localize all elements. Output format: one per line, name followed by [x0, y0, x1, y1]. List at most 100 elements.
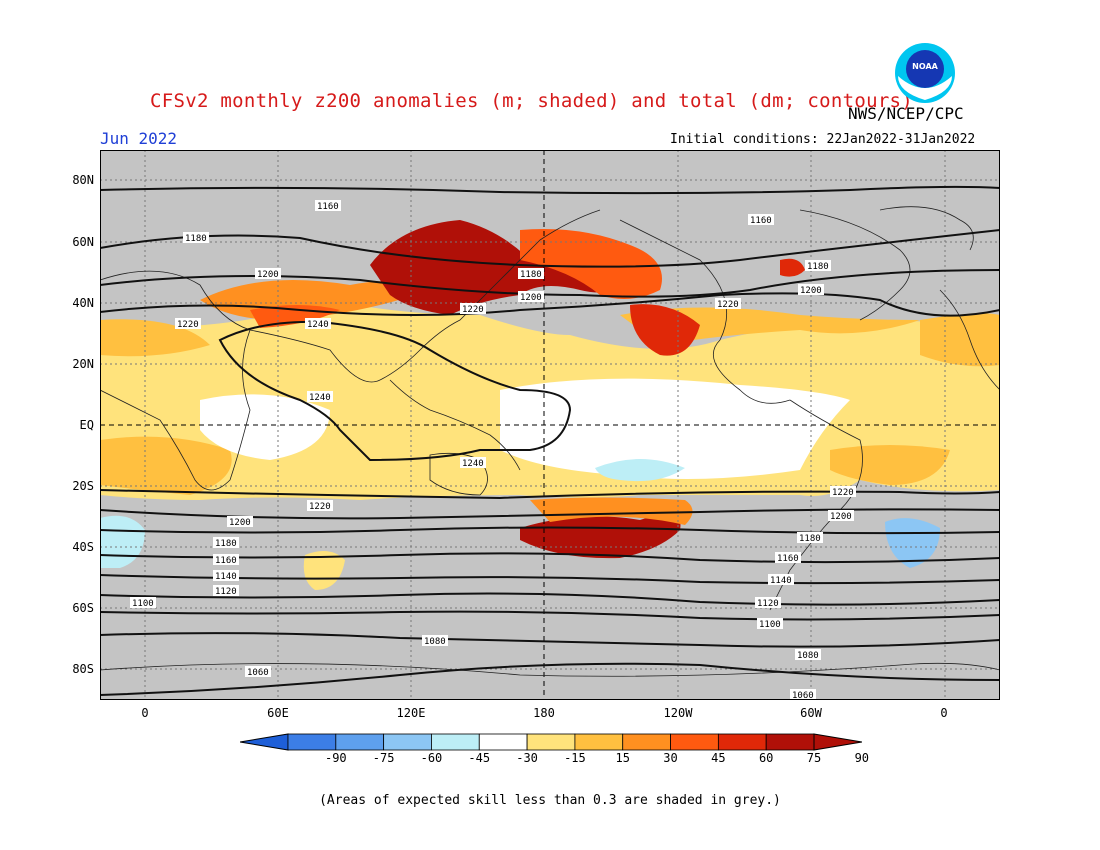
- lat-label-80n: 80N: [72, 173, 94, 187]
- colorbar-box: [717, 733, 767, 751]
- contour-label-south: 1220 1200 1180 1160 1140 1120 1100 1080 …: [130, 486, 856, 700]
- contour-label-equator: 1240 1240: [307, 391, 486, 469]
- contour-label: 1180: [520, 270, 542, 280]
- svg-text:NOAA: NOAA: [912, 62, 938, 71]
- anomaly-red-npac-edge: [520, 229, 662, 299]
- lat-label-80s: 80S: [72, 662, 94, 676]
- colorbar-box: [765, 733, 815, 751]
- contour-label: 1200: [229, 518, 251, 528]
- contour-label: 1240: [309, 393, 331, 403]
- lon-label-0-east: 0: [940, 706, 948, 720]
- anomaly-red-npac: [370, 220, 640, 315]
- contour-label: 1120: [215, 587, 237, 597]
- coastlines: [100, 206, 1000, 677]
- contour-label: 1060: [792, 691, 814, 700]
- lat-label-60s: 60S: [72, 601, 94, 615]
- colorbar-box: [383, 733, 432, 751]
- contour-label: 1140: [770, 576, 792, 586]
- contour-label: 1180: [807, 262, 829, 272]
- skill-footnote: (Areas of expected skill less than 0.3 a…: [319, 793, 781, 808]
- valid-month: Jun 2022: [100, 129, 178, 148]
- anomaly-blue-sepac: [595, 459, 685, 482]
- colorbar-tick-label: -45: [468, 751, 491, 765]
- colorbar-tick-label: 90: [854, 751, 870, 765]
- contour-label: 1060: [247, 668, 269, 678]
- lon-label-120e: 120E: [396, 706, 426, 720]
- colorbar-box: [287, 733, 337, 751]
- colorbar-tick-label: 30: [663, 751, 678, 765]
- anomaly-blue-satl: [885, 518, 940, 568]
- colorbar-tick-label: 15: [615, 751, 630, 765]
- colorbar-box: [526, 733, 576, 751]
- lon-label-180: 180: [533, 706, 555, 720]
- contour-label: 1120: [757, 599, 779, 609]
- lat-label-20s: 20S: [72, 479, 94, 493]
- anomaly-red-sp-edge: [530, 497, 693, 525]
- colorbar-arrow-low: [240, 733, 289, 751]
- colorbar-tick-label: -90: [324, 751, 347, 765]
- anomaly-colorbar: [240, 733, 862, 751]
- colorbar-box: [622, 733, 671, 751]
- colorbar-box: [335, 733, 385, 751]
- contour-label: 1220: [832, 488, 854, 498]
- lon-label-60e: 60E: [267, 706, 289, 720]
- contour-label: 1240: [307, 320, 329, 330]
- contour-label: 1240: [462, 459, 484, 469]
- colorbar-tick-label: 75: [806, 751, 822, 765]
- anomaly-orange-eatl: [920, 313, 1000, 367]
- lat-label-40s: 40S: [72, 540, 94, 554]
- lat-label-60n: 60N: [72, 235, 94, 249]
- anomaly-white-pacific: [500, 378, 850, 479]
- contour-label: 1080: [797, 651, 819, 661]
- lat-label-40n: 40N: [72, 296, 94, 310]
- anomaly-red-na: [630, 304, 700, 356]
- colorbar-tick-label: 45: [711, 751, 726, 765]
- lon-label-60w: 60W: [800, 706, 822, 720]
- contour-label: 1180: [215, 539, 237, 549]
- contour-label: 1160: [777, 554, 799, 564]
- anomaly-map: 1160 1180 1200 1220 1240 1180 1200 1220 …: [100, 150, 1000, 700]
- colorbar-tick-label: 60: [758, 751, 774, 765]
- agency-label: NWS/NCEP/CPC: [848, 104, 964, 123]
- contour-label: 1220: [717, 300, 739, 310]
- contour-label: 1200: [520, 293, 542, 303]
- anomaly-yellow-sindian: [303, 551, 345, 590]
- contour-label: 1220: [309, 502, 331, 512]
- anomaly-white-indian: [200, 394, 330, 460]
- contour-label: 1220: [177, 320, 199, 330]
- colorbar-arrow-high: [813, 733, 862, 751]
- anomaly-red-na2: [780, 258, 805, 277]
- contour-label: 1100: [759, 620, 781, 630]
- contour-label: 1200: [257, 270, 279, 280]
- map-title: CFSv2 monthly z200 anomalies (m; shaded)…: [150, 90, 914, 112]
- contour-label: 1160: [750, 216, 772, 226]
- initial-conditions: Initial conditions: 22Jan2022-31Jan2022: [670, 132, 976, 147]
- colorbar-box: [574, 733, 624, 751]
- contour-label: 1220: [462, 305, 484, 315]
- colorbar-tick-label: -60: [420, 751, 443, 765]
- colorbar-tick-label: -75: [372, 751, 395, 765]
- contour-labels: 1160 1180 1200 1220 1240 1180 1200 1220 …: [130, 200, 856, 700]
- anomaly-orange-satl: [830, 445, 950, 485]
- contour-label: 1140: [215, 572, 237, 582]
- contour-label: 1200: [800, 286, 822, 296]
- contour-label: 1180: [799, 534, 821, 544]
- colorbar-box: [431, 733, 480, 751]
- colorbar-box: [670, 733, 719, 751]
- colorbar-tick-label: -30: [516, 751, 538, 765]
- lat-label-20n: 20N: [72, 357, 94, 371]
- colorbar-tick-label: -15: [564, 751, 586, 765]
- colorbar-box: [478, 733, 528, 751]
- contour-label: 1160: [317, 202, 339, 212]
- lat-label-eq: EQ: [79, 418, 94, 432]
- contour-label: 1160: [215, 556, 237, 566]
- contour-label: 1100: [132, 599, 154, 609]
- contour-label: 1180: [185, 234, 207, 244]
- noaa-logo: NOAA: [895, 43, 955, 103]
- lon-label-0: 0: [141, 706, 149, 720]
- contour-label: 1080: [424, 637, 446, 647]
- lon-label-120w: 120W: [663, 706, 693, 720]
- contour-label: 1200: [830, 512, 852, 522]
- anomaly-orange-africa: [100, 436, 232, 495]
- contour-label-north: 1160 1180 1200 1220 1240 1180 1200 1220 …: [175, 200, 831, 330]
